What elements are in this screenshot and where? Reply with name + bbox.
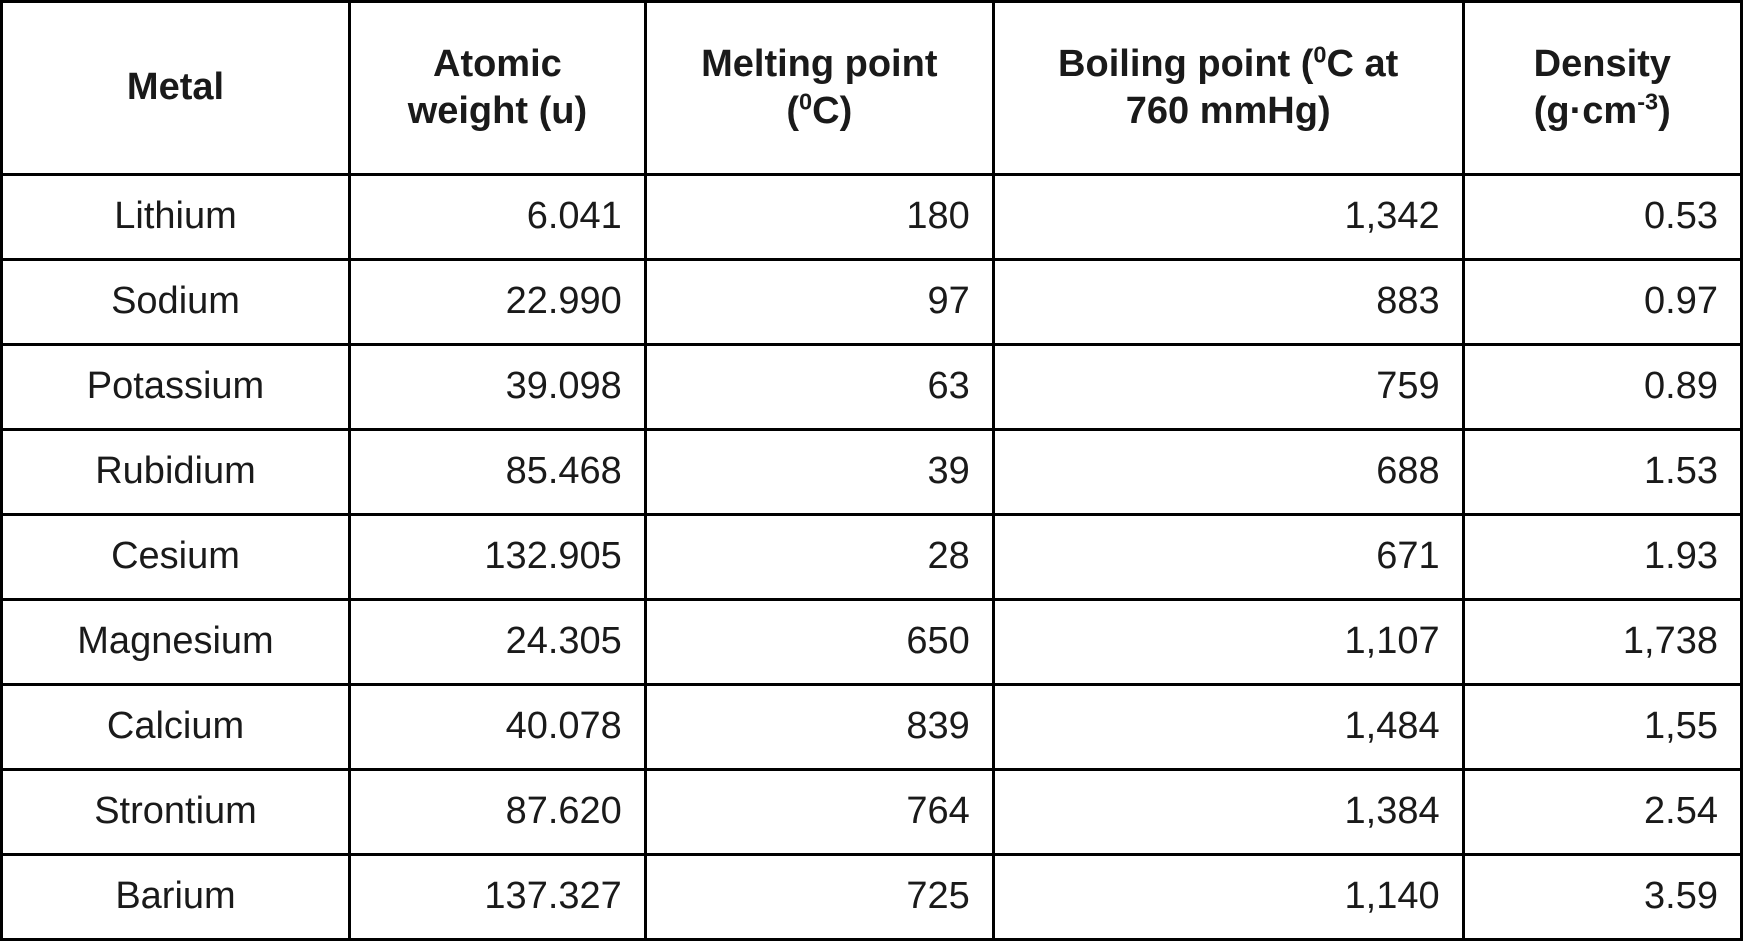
cell-bp: 1,107 [993,600,1463,685]
cell-density: 1.93 [1463,515,1741,600]
page: MetalAtomicweight (u)Melting point(0C)Bo… [0,0,1743,914]
cell-metal: Potassium [2,345,350,430]
table-row: Potassium39.098637590.89 [2,345,1742,430]
table-row: Sodium22.990978830.97 [2,260,1742,345]
col-header-aw: Atomicweight (u) [350,2,646,175]
cell-mp: 97 [645,260,993,345]
table-row: Magnesium24.3056501,1071,738 [2,600,1742,685]
col-header-mp: Melting point(0C) [645,2,993,175]
table-row: Rubidium85.468396881.53 [2,430,1742,515]
cell-density: 3.59 [1463,855,1741,940]
cell-bp: 1,384 [993,770,1463,855]
cell-aw: 39.098 [350,345,646,430]
cell-bp: 1,140 [993,855,1463,940]
cell-aw: 87.620 [350,770,646,855]
cell-aw: 24.305 [350,600,646,685]
cell-mp: 725 [645,855,993,940]
cell-density: 0.89 [1463,345,1741,430]
col-header-density: Density(g·cm-3) [1463,2,1741,175]
cell-bp: 1,484 [993,685,1463,770]
cell-mp: 28 [645,515,993,600]
cell-mp: 63 [645,345,993,430]
cell-aw: 137.327 [350,855,646,940]
cell-density: 1,55 [1463,685,1741,770]
cell-bp: 688 [993,430,1463,515]
cell-mp: 650 [645,600,993,685]
cell-density: 0.53 [1463,175,1741,260]
cell-metal: Calcium [2,685,350,770]
cell-aw: 6.041 [350,175,646,260]
metals-table: MetalAtomicweight (u)Melting point(0C)Bo… [0,0,1743,941]
cell-density: 2.54 [1463,770,1741,855]
cell-bp: 883 [993,260,1463,345]
col-header-bp: Boiling point (0C at760 mmHg) [993,2,1463,175]
cell-aw: 22.990 [350,260,646,345]
cell-density: 1.53 [1463,430,1741,515]
cell-metal: Cesium [2,515,350,600]
table-header-row: MetalAtomicweight (u)Melting point(0C)Bo… [2,2,1742,175]
col-header-metal: Metal [2,2,350,175]
cell-density: 1,738 [1463,600,1741,685]
cell-metal: Strontium [2,770,350,855]
cell-bp: 759 [993,345,1463,430]
cell-metal: Magnesium [2,600,350,685]
cell-aw: 40.078 [350,685,646,770]
table-row: Calcium40.0788391,4841,55 [2,685,1742,770]
cell-mp: 180 [645,175,993,260]
cell-metal: Lithium [2,175,350,260]
table-body: Lithium6.0411801,3420.53Sodium22.9909788… [2,175,1742,940]
table-row: Barium137.3277251,1403.59 [2,855,1742,940]
table-row: Strontium87.6207641,3842.54 [2,770,1742,855]
cell-mp: 39 [645,430,993,515]
cell-metal: Rubidium [2,430,350,515]
cell-mp: 839 [645,685,993,770]
cell-bp: 671 [993,515,1463,600]
cell-mp: 764 [645,770,993,855]
cell-metal: Sodium [2,260,350,345]
table-row: Cesium132.905286711.93 [2,515,1742,600]
cell-aw: 85.468 [350,430,646,515]
cell-bp: 1,342 [993,175,1463,260]
cell-metal: Barium [2,855,350,940]
table-row: Lithium6.0411801,3420.53 [2,175,1742,260]
cell-aw: 132.905 [350,515,646,600]
cell-density: 0.97 [1463,260,1741,345]
